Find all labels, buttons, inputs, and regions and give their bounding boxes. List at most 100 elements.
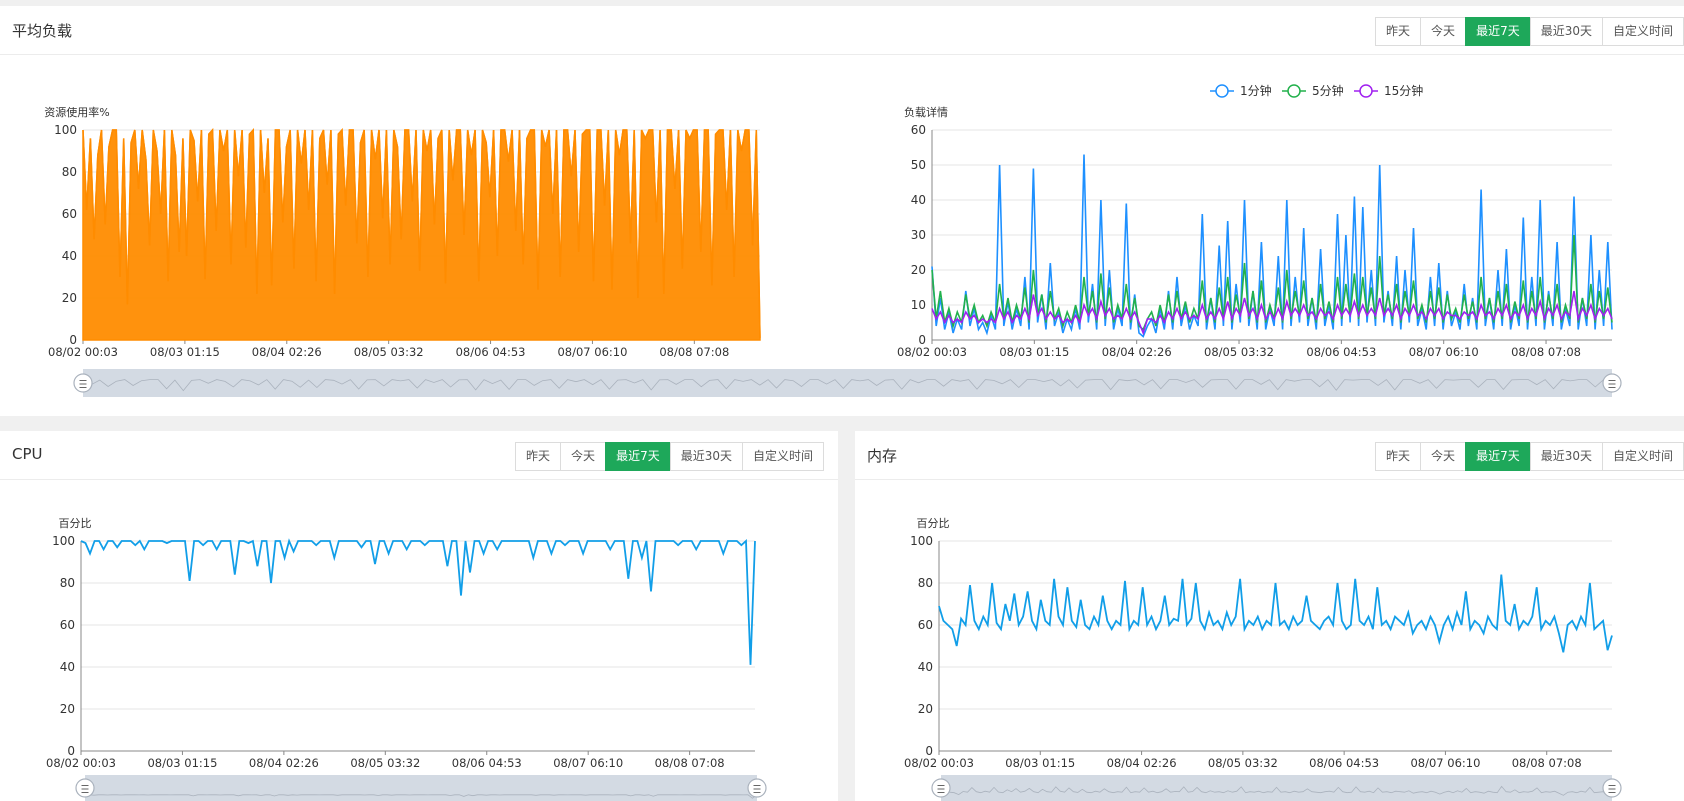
cpu-x-tick-label: 08/02 00:03 — [46, 756, 116, 770]
load-detail-y-tick-label: 60 — [911, 123, 926, 137]
load-detail-y-tick-label: 50 — [911, 158, 926, 172]
cpu-tab-last-7-days[interactable]: 最近7天 — [605, 442, 671, 471]
memory-tab-yesterday[interactable]: 昨天 — [1375, 442, 1422, 471]
usage-x-tick-label: 08/02 00:03 — [48, 345, 118, 359]
cpu-x-tick-label: 08/03 01:15 — [147, 756, 217, 770]
legend-15min-label: 15分钟 — [1384, 83, 1423, 98]
load-zoom-slider-preview — [82, 378, 1613, 393]
usage-x-tick-label: 08/07 06:10 — [557, 345, 627, 359]
cpu-y-tick-label: 100 — [52, 534, 75, 548]
memory-zoom-handle-right[interactable] — [1602, 778, 1622, 798]
cpu-zoom-handle-circle — [747, 778, 767, 798]
memory-y-tick-label: 60 — [918, 618, 933, 632]
cpu-x-tick-label: 08/05 03:32 — [350, 756, 420, 770]
memory-tab-custom-time[interactable]: 自定义时间 — [1601, 442, 1684, 471]
memory-panel-title: 内存 — [867, 447, 898, 465]
legend-1min[interactable]: 1分钟 — [1210, 83, 1272, 98]
memory-tab-last-30-days[interactable]: 最近30天 — [1529, 442, 1603, 471]
cpu-x-tick-label: 08/06 04:53 — [452, 756, 522, 770]
legend-15min-circle-icon — [1359, 84, 1373, 98]
cpu-tab-yesterday[interactable]: 昨天 — [515, 442, 562, 471]
memory-zoom-handle-left[interactable] — [931, 778, 951, 798]
cpu-tab-last-30-days[interactable]: 最近30天 — [669, 442, 743, 471]
load-zoom-handle-circle — [1602, 373, 1622, 393]
cpu-panel-title: CPU — [12, 445, 43, 463]
usage-y-tick-label: 20 — [62, 291, 77, 305]
cpu-y-axis-label: 百分比 — [59, 517, 92, 530]
cpu-chart-canvas: 0 20 40 60 80 100 百分比 08/02 00:03 08/03 01:15 08/… — [46, 517, 767, 801]
load-detail-x-tick-label: 08/04 02:26 — [1102, 345, 1172, 359]
cpu-y-tick-label: 80 — [60, 576, 75, 590]
cpu-zoom-slider-preview — [84, 794, 758, 799]
cpu-x-tick-label: 08/07 06:10 — [553, 756, 623, 770]
load-time-range-tabs: 昨天 今天 最近7天 最近30天 自定义时间 — [1375, 17, 1684, 46]
memory-tab-today[interactable]: 今天 — [1420, 442, 1467, 471]
memory-x-tick-label: 08/07 06:10 — [1410, 756, 1480, 770]
load-detail-x-tick-label: 08/06 04:53 — [1306, 345, 1376, 359]
memory-zoom-slider-preview — [940, 785, 1613, 796]
load-tab-last-30-days[interactable]: 最近30天 — [1529, 17, 1603, 46]
load-15min-series-line — [931, 290, 1613, 336]
cpu-x-tick-label: 08/04 02:26 — [249, 756, 319, 770]
usage-series-line — [82, 128, 761, 338]
cpu-y-tick-label: 20 — [60, 702, 75, 716]
memory-y-tick-label: 80 — [918, 576, 933, 590]
load-detail-x-tick-label: 08/03 01:15 — [999, 345, 1069, 359]
load-detail-x-tick-label: 08/07 06:10 — [1409, 345, 1479, 359]
cpu-y-tick-label: 0 — [67, 744, 75, 758]
legend-1min-label: 1分钟 — [1240, 83, 1272, 98]
load-panel: 平均负载 昨天 今天 最近7天 最近30天 自定义时间 0 20 40 60 80 100… — [0, 6, 1684, 416]
load-tab-custom-time[interactable]: 自定义时间 — [1601, 17, 1684, 46]
memory-x-tick-label: 08/03 01:15 — [1005, 756, 1075, 770]
memory-x-tick-label: 08/08 07:08 — [1512, 756, 1582, 770]
usage-x-tick-label: 08/04 02:26 — [252, 345, 322, 359]
memory-y-axis-label: 百分比 — [917, 517, 950, 530]
cpu-zoom-handle-circle — [75, 778, 95, 798]
usage-y-tick-label: 80 — [62, 165, 77, 179]
cpu-zoom-slider-track — [85, 775, 757, 801]
cpu-y-tick-label: 40 — [60, 660, 75, 674]
memory-zoom-slider-track — [941, 775, 1612, 801]
cpu-zoom-handle-right[interactable] — [747, 778, 767, 798]
usage-x-tick-label: 08/08 07:08 — [659, 345, 729, 359]
memory-x-tick-label: 08/02 00:03 — [904, 756, 974, 770]
memory-series-line — [938, 574, 1613, 653]
memory-panel: 内存 昨天 今天 最近7天 最近30天 自定义时间 0 20 40 60 80 100 百分… — [855, 431, 1684, 801]
cpu-zoom-handle-left[interactable] — [75, 778, 95, 798]
memory-y-tick-label: 20 — [918, 702, 933, 716]
legend-1min-circle-icon — [1215, 84, 1229, 98]
load-detail-y-tick-label: 10 — [911, 298, 926, 312]
cpu-series-line — [80, 538, 756, 665]
memory-x-tick-label: 08/05 03:32 — [1208, 756, 1278, 770]
cpu-tab-custom-time[interactable]: 自定义时间 — [741, 442, 824, 471]
memory-zoom-handle-circle — [931, 778, 951, 798]
memory-x-tick-label: 08/04 02:26 — [1107, 756, 1177, 770]
load-detail-y-tick-label: 30 — [911, 228, 926, 242]
cpu-panel-header: CPU 昨天 今天 最近7天 最近30天 自定义时间 — [0, 431, 838, 480]
load-zoom-slider-track — [83, 369, 1612, 397]
usage-y-tick-label: 40 — [62, 249, 77, 263]
load-zoom-handle-circle — [73, 373, 93, 393]
load-panel-header: 平均负载 昨天 今天 最近7天 最近30天 自定义时间 — [0, 6, 1684, 55]
usage-y-axis-label: 资源使用率% — [44, 105, 109, 119]
load-detail-x-tick-label: 08/05 03:32 — [1204, 345, 1274, 359]
usage-y-tick-label: 60 — [62, 207, 77, 221]
legend-15min[interactable]: 15分钟 — [1354, 83, 1423, 98]
usage-x-tick-label: 08/05 03:32 — [354, 345, 424, 359]
usage-x-tick-label: 08/03 01:15 — [150, 345, 220, 359]
load-tab-today[interactable]: 今天 — [1420, 17, 1467, 46]
load-zoom-handle-right[interactable] — [1602, 373, 1622, 393]
memory-zoom-handle-circle — [1602, 778, 1622, 798]
cpu-time-range-tabs: 昨天 今天 最近7天 最近30天 自定义时间 — [515, 442, 824, 471]
load-detail-x-tick-label: 08/02 00:03 — [897, 345, 967, 359]
load-1min-series-line — [931, 154, 1613, 338]
legend-5min[interactable]: 5分钟 — [1282, 83, 1344, 98]
memory-y-tick-label: 100 — [910, 534, 933, 548]
load-detail-y-tick-label: 20 — [911, 263, 926, 277]
usage-y-tick-label: 100 — [54, 123, 77, 137]
load-zoom-handle-left[interactable] — [73, 373, 93, 393]
load-detail-x-tick-label: 08/08 07:08 — [1511, 345, 1581, 359]
memory-tab-last-7-days[interactable]: 最近7天 — [1465, 442, 1531, 471]
legend-5min-label: 5分钟 — [1312, 83, 1344, 98]
